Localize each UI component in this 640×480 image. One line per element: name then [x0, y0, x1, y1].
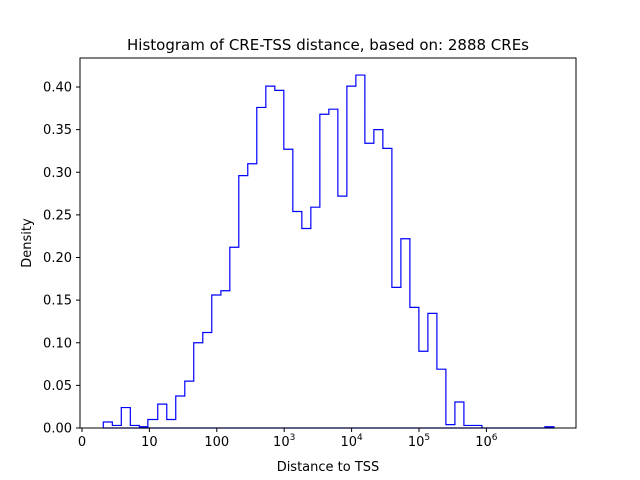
histogram-bin	[212, 295, 221, 428]
histogram-bin	[266, 86, 275, 428]
x-tick-base: 100	[204, 435, 229, 450]
histogram-bin	[428, 313, 437, 428]
x-tick-exponent: 5	[424, 433, 430, 443]
chart-title: Histogram of CRE-TSS distance, based on:…	[127, 36, 529, 54]
x-tick-label: 100	[204, 435, 229, 450]
histogram-bin	[356, 75, 365, 428]
histogram-bin	[221, 291, 230, 428]
x-tick-base: 0	[78, 435, 86, 450]
x-tick-exponent: 3	[290, 433, 296, 443]
x-tick-exponent: 6	[492, 433, 498, 443]
histogram-bin	[410, 307, 419, 428]
y-tick-label: 0.25	[43, 208, 72, 223]
histogram-bin	[257, 107, 266, 428]
x-tick-label: 10	[141, 435, 158, 450]
x-tick-label: 105	[408, 433, 430, 450]
y-tick-label: 0.15	[43, 294, 72, 309]
histogram-bin	[401, 239, 410, 428]
x-tick-label: 106	[475, 433, 498, 450]
histogram-bin	[302, 229, 311, 428]
histogram-bin	[275, 90, 284, 428]
histogram-bin	[185, 381, 194, 428]
histogram-bin	[284, 149, 293, 428]
histogram-bin	[203, 333, 212, 428]
x-tick-label: 104	[340, 433, 363, 450]
y-axis: 0.00 0.05 0.10 0.15 0.20 0.25 0.30 0.35 0.40	[43, 81, 80, 437]
x-tick-base: 10	[475, 435, 492, 450]
histogram-bin	[455, 402, 464, 428]
x-tick-base: 10	[408, 435, 425, 450]
histogram-bin	[293, 211, 302, 428]
y-tick-label: 0.00	[43, 422, 72, 437]
histogram-bin	[158, 404, 167, 428]
histogram-bin	[383, 148, 392, 428]
x-tick-label: 103	[273, 433, 295, 450]
x-tick-label: 0	[78, 435, 86, 450]
histogram-bin	[121, 408, 130, 428]
y-tick-label: 0.30	[43, 166, 72, 181]
histogram-bin	[311, 207, 320, 428]
x-tick-base: 10	[340, 435, 357, 450]
x-tick-exponent: 4	[357, 433, 363, 443]
histogram-bin	[374, 130, 383, 428]
histogram-bin	[320, 114, 329, 428]
y-tick-label: 0.20	[43, 251, 72, 266]
x-tick-base: 10	[141, 435, 158, 450]
histogram-bin	[392, 287, 401, 428]
x-tick-base: 10	[273, 435, 290, 450]
y-tick-label: 0.35	[43, 123, 72, 138]
x-axis: 0 10 100 103 104 105 106	[78, 428, 498, 450]
histogram-bin	[347, 86, 356, 428]
x-axis-label: Distance to TSS	[277, 460, 380, 475]
histogram-bin	[248, 164, 257, 428]
y-tick-label: 0.10	[43, 336, 72, 351]
y-axis-label: Density	[20, 218, 35, 268]
y-tick-label: 0.40	[43, 81, 72, 96]
plot-frame	[79, 57, 577, 429]
histogram-bin	[239, 176, 248, 428]
histogram-bin	[365, 143, 374, 428]
histogram-bin	[176, 396, 185, 428]
histogram-outline	[102, 74, 555, 429]
histogram-bin	[167, 419, 176, 428]
histogram-bin	[194, 343, 203, 428]
histogram-bin	[103, 422, 112, 428]
histogram-bin	[148, 419, 158, 428]
histogram-bin	[419, 351, 428, 428]
histogram-bin	[230, 247, 239, 428]
histogram-bin	[437, 369, 446, 428]
y-tick-label: 0.05	[43, 379, 72, 394]
histogram-bin	[329, 109, 338, 428]
histogram-bin	[338, 196, 347, 428]
